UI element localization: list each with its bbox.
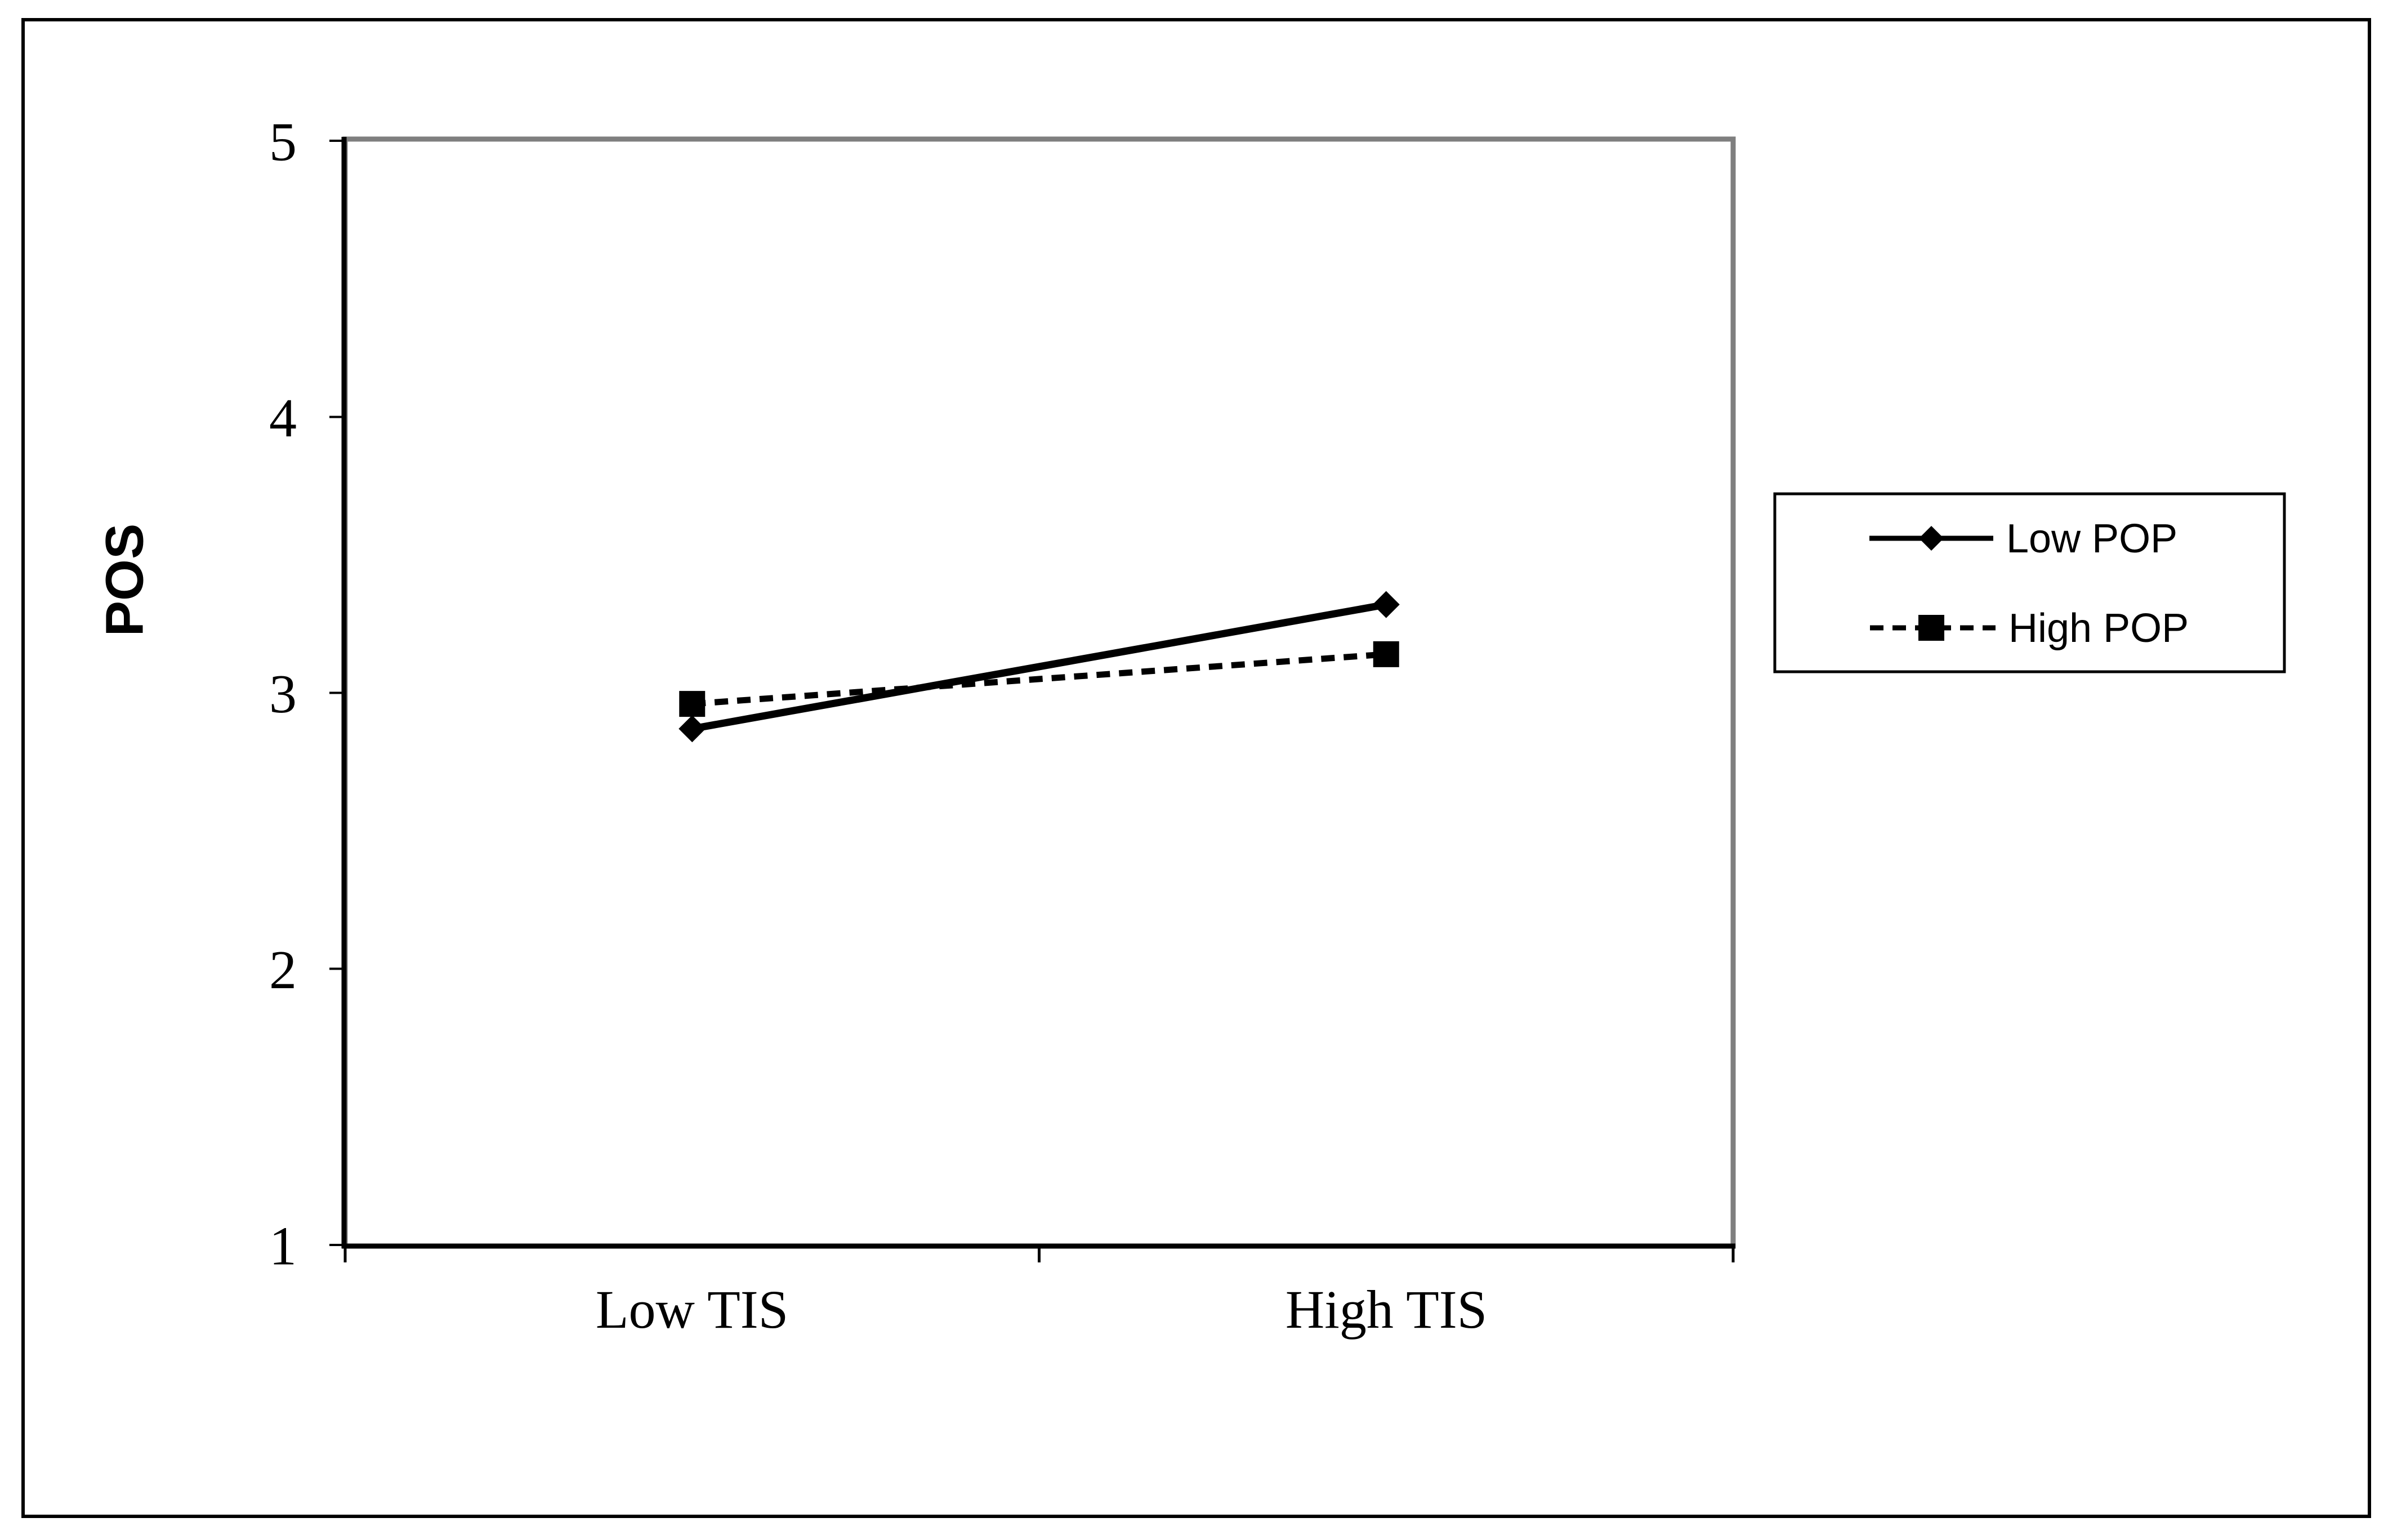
y-tick-label-4: 4 <box>269 388 297 449</box>
legend-box <box>1773 492 2286 673</box>
square-marker-high-pop <box>1373 641 1399 667</box>
series-layer <box>679 591 1400 743</box>
y-tick-label-1: 1 <box>269 1216 297 1276</box>
legend-entry-high-pop: High POP <box>1870 606 2189 651</box>
y-tick-label-2: 2 <box>269 940 297 1001</box>
x-category-label-low-tis: Low TIS <box>596 1279 788 1340</box>
legend-label-high-pop: High POP <box>2008 606 2189 651</box>
x-category-label-high-tis: High TIS <box>1285 1279 1487 1340</box>
legend-diamond-marker <box>1919 526 1944 551</box>
legend-square-marker <box>1918 615 1944 641</box>
y-axis-title: POS <box>95 524 154 637</box>
legend: Low POP High POP <box>1773 492 2286 673</box>
series-line-high-pop <box>691 651 1387 707</box>
diamond-marker-low-pop <box>679 715 706 743</box>
y-axis-ticks <box>329 140 345 1246</box>
series-line-low-pop <box>691 601 1387 733</box>
y-tick-label-3: 3 <box>269 664 297 725</box>
legend-entry-low-pop: Low POP <box>1869 516 2177 561</box>
x-axis-ticks <box>343 1246 1735 1262</box>
legend-label-low-pop: Low POP <box>2006 516 2177 561</box>
diamond-marker-low-pop <box>1372 591 1400 618</box>
square-marker-high-pop <box>679 691 706 717</box>
plot-area <box>342 136 1736 1249</box>
y-tick-label-5: 5 <box>269 111 297 172</box>
